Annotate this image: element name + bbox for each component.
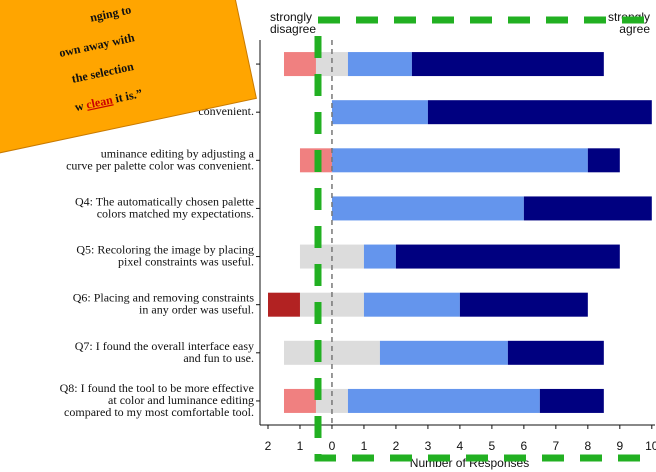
- bar-segment: [347, 388, 540, 413]
- bar-segment: [267, 292, 300, 317]
- bar-segment: [411, 52, 604, 77]
- bar-segment: [363, 292, 460, 317]
- y-tick-label: Q6: Placing and removing constraints in a…: [73, 290, 255, 316]
- bar-segment: [379, 340, 508, 365]
- x-tick-label: 2: [265, 439, 272, 453]
- x-tick-label: 10: [645, 439, 656, 453]
- sticker-text: it is.”: [111, 86, 144, 106]
- bar-segment: [587, 148, 620, 173]
- sticker-text: w: [73, 98, 87, 114]
- x-tick-label: 2: [393, 439, 400, 453]
- bar-segment: [347, 52, 412, 77]
- x-tick-label: 4: [457, 439, 464, 453]
- annotation: strongly disagree: [270, 10, 316, 36]
- bar-segment: [523, 196, 652, 221]
- y-tick-label: uminance editing by adjusting a curve per…: [66, 146, 255, 172]
- bar-segment: [331, 148, 588, 173]
- y-tick-label: Q5: Recoloring the image by placing pixel…: [76, 242, 254, 268]
- bar-segment: [507, 340, 604, 365]
- bar-segment: [395, 244, 620, 269]
- x-tick-label: 0: [329, 439, 336, 453]
- y-tick-label: Q7: I found the overall interface easy an…: [75, 339, 254, 365]
- bar-segment: [283, 52, 316, 77]
- sticker-text: clean: [85, 92, 114, 111]
- bar-segment: [539, 388, 604, 413]
- bar-segment: [331, 100, 428, 125]
- x-tick-label: 8: [584, 439, 591, 453]
- x-tick-label: 9: [616, 439, 623, 453]
- bar-segment: [459, 292, 588, 317]
- bar-segment: [331, 196, 524, 221]
- highlight-box: [314, 16, 656, 462]
- x-tick-label: 5: [489, 439, 496, 453]
- x-tick-label: 1: [297, 439, 304, 453]
- y-tick-label: Q8: I found the tool to be more effectiv…: [60, 381, 254, 419]
- bar-segment: [427, 100, 652, 125]
- bar-segment: [283, 340, 380, 365]
- sticker-bg: [0, 0, 257, 165]
- x-tick-label: 3: [425, 439, 432, 453]
- bar-segment: [283, 388, 316, 413]
- x-tick-label: 7: [553, 439, 560, 453]
- x-tick-label: 1: [361, 439, 368, 453]
- y-tick-label: Q4: The automatically chosen palette colo…: [75, 194, 254, 220]
- x-tick-label: 6: [521, 439, 528, 453]
- sticker-text: w clean it is.”: [73, 86, 143, 114]
- bar-segment: [363, 244, 396, 269]
